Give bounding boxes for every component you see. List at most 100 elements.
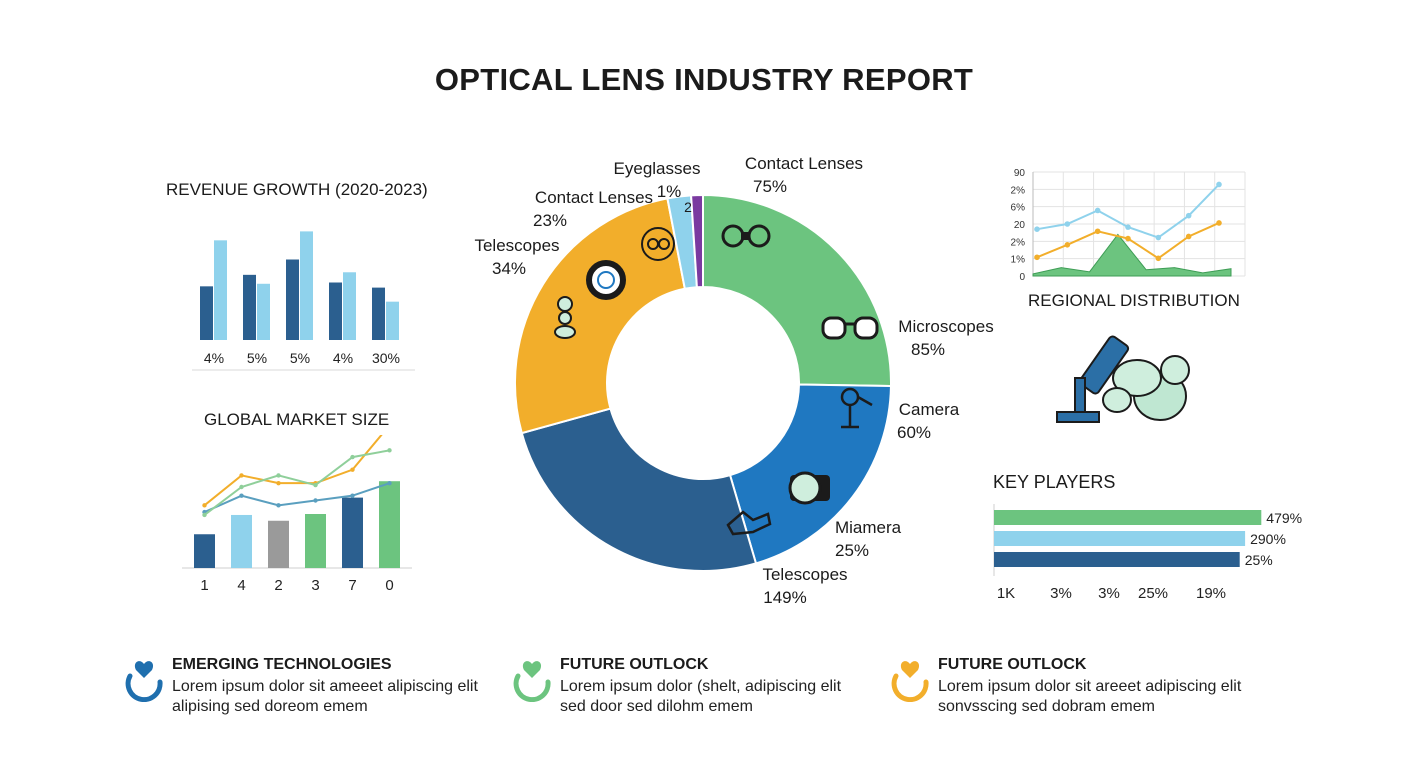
- market-bar: [194, 534, 215, 568]
- market-trend-point: [276, 503, 281, 508]
- market-trend-point: [350, 454, 355, 460]
- donut-label-name: Contact Lenses: [535, 188, 653, 207]
- card-text-line: Lorem ipsum dolor (shelt, adipiscing eli…: [560, 678, 842, 695]
- donut-segment: [702, 193, 892, 387]
- card-future-2: FUTURE OUTLOCK Lorem ipsum dolor sit are…: [888, 656, 1241, 726]
- market-bar: [342, 497, 363, 568]
- regional-chart: 90 2% 6% 20 2% 1% 0: [1011, 168, 1246, 283]
- regional-tick-label: 90: [1014, 168, 1026, 179]
- card-emerging: EMERGING TECHNOLOGIES Lorem ipsum dolor …: [122, 656, 478, 726]
- market-trend-line: [204, 482, 390, 513]
- contact-lens-stack-icon: [554, 296, 576, 339]
- donut-label-value: 1%: [657, 182, 682, 201]
- lens-icon: [641, 227, 675, 261]
- donut-label-value: 25%: [835, 541, 869, 560]
- players-tick-label: 1K: [997, 585, 1015, 602]
- market-trend-point: [387, 480, 392, 486]
- donut-label-value: 60%: [897, 423, 931, 442]
- players-bar: [994, 552, 1240, 567]
- donut-segment: [690, 193, 704, 289]
- players-bar: [994, 510, 1262, 525]
- donut-segment: [514, 197, 687, 435]
- regional-chart-title: REGIONAL DISTRIBUTION: [1028, 291, 1240, 310]
- regional-point: [1216, 220, 1222, 226]
- market-trend-point: [313, 482, 318, 488]
- binoculars-icon: [721, 224, 771, 248]
- market-trend-line: [203, 449, 390, 516]
- market-trend-point: [202, 503, 207, 508]
- donut-label-value: 149%: [763, 588, 806, 607]
- market-tick-label: 0: [385, 577, 393, 594]
- players-chart: 479% 290% 25% 1K 3% 3% 25% 19%: [993, 504, 1302, 602]
- market-bar: [305, 514, 326, 568]
- regional-tick-label: 2%: [1011, 237, 1026, 248]
- market-bar: [231, 514, 252, 568]
- regional-point: [1094, 228, 1101, 235]
- donut-label-name: Contact Lenses: [745, 154, 863, 173]
- regional-point: [1185, 212, 1192, 219]
- players-tick-label: 3%: [1050, 585, 1072, 602]
- market-trend-point: [350, 467, 355, 472]
- revenue-tick-label: 4%: [333, 350, 353, 366]
- regional-point: [1155, 255, 1162, 262]
- regional-tick-label: 2%: [1011, 185, 1026, 196]
- revenue-tick-label: 5%: [290, 350, 310, 366]
- donut-label-name: 2: [684, 199, 692, 215]
- revenue-bar: [243, 274, 256, 340]
- donut-label-name: Microscopes: [898, 317, 993, 336]
- glasses-icon: [821, 316, 879, 340]
- card-text-line: Lorem ipsum dolor sit areeet adipiscing …: [938, 678, 1242, 695]
- revenue-bar: [372, 287, 385, 340]
- market-bar: [268, 520, 289, 568]
- gear-heart-icon: [891, 661, 929, 702]
- gear-heart-icon: [125, 661, 163, 702]
- regional-point: [1216, 181, 1222, 188]
- revenue-bar: [214, 240, 227, 340]
- players-bar-label: 479%: [1266, 510, 1302, 526]
- revenue-bar: [300, 231, 313, 340]
- revenue-tick-label: 4%: [204, 350, 224, 366]
- donut-segment: [520, 407, 758, 572]
- market-trend-point: [239, 473, 244, 478]
- regional-tick-label: 1%: [1011, 255, 1026, 266]
- regional-point: [1064, 242, 1071, 248]
- regional-point: [1034, 226, 1040, 232]
- donut-label-name: Camera: [899, 400, 960, 419]
- revenue-bar: [386, 301, 399, 340]
- market-trend-point: [387, 448, 392, 453]
- players-bar-label: 25%: [1245, 552, 1273, 568]
- market-trend-point: [276, 480, 281, 486]
- revenue-tick-label: 5%: [247, 350, 267, 366]
- revenue-chart-title: REVENUE GROWTH (2020-2023): [166, 180, 428, 199]
- donut-label-value: 75%: [753, 177, 787, 196]
- regional-point: [1185, 233, 1192, 240]
- microscope-icon: [840, 387, 873, 429]
- revenue-bar: [257, 283, 270, 340]
- page-title: OPTICAL LENS INDUSTRY REPORT: [434, 62, 974, 97]
- regional-tick-label: 0: [1019, 272, 1025, 283]
- card-heading: FUTURE OUTLOCK: [938, 656, 1087, 673]
- card-text-line: sed door sed dilohm emem: [560, 698, 753, 715]
- market-tick-label: 7: [348, 577, 356, 594]
- regional-point: [1064, 221, 1071, 227]
- donut-label-value: 34%: [492, 259, 526, 278]
- regional-point: [1125, 224, 1131, 230]
- market-tick-label: 1: [200, 577, 208, 594]
- market-chart: 1 4 2 3 7 0: [182, 435, 412, 594]
- revenue-bar: [329, 282, 342, 340]
- market-trend-line: [203, 435, 383, 507]
- revenue-bar: [343, 272, 356, 340]
- card-heading: FUTURE OUTLOCK: [560, 656, 709, 673]
- revenue-bar: [286, 259, 299, 340]
- players-chart-title: KEY PLAYERS: [993, 472, 1116, 492]
- donut-label-name: Eyeglasses: [614, 159, 701, 178]
- glasses-case-icon: [726, 510, 772, 536]
- players-tick-label: 19%: [1196, 585, 1226, 602]
- regional-point: [1125, 235, 1131, 242]
- gear-heart-icon: [513, 661, 551, 702]
- market-bar: [379, 481, 400, 568]
- market-trend-point: [276, 473, 281, 478]
- regional-tick-label: 20: [1014, 220, 1026, 231]
- market-trend-point: [313, 498, 318, 503]
